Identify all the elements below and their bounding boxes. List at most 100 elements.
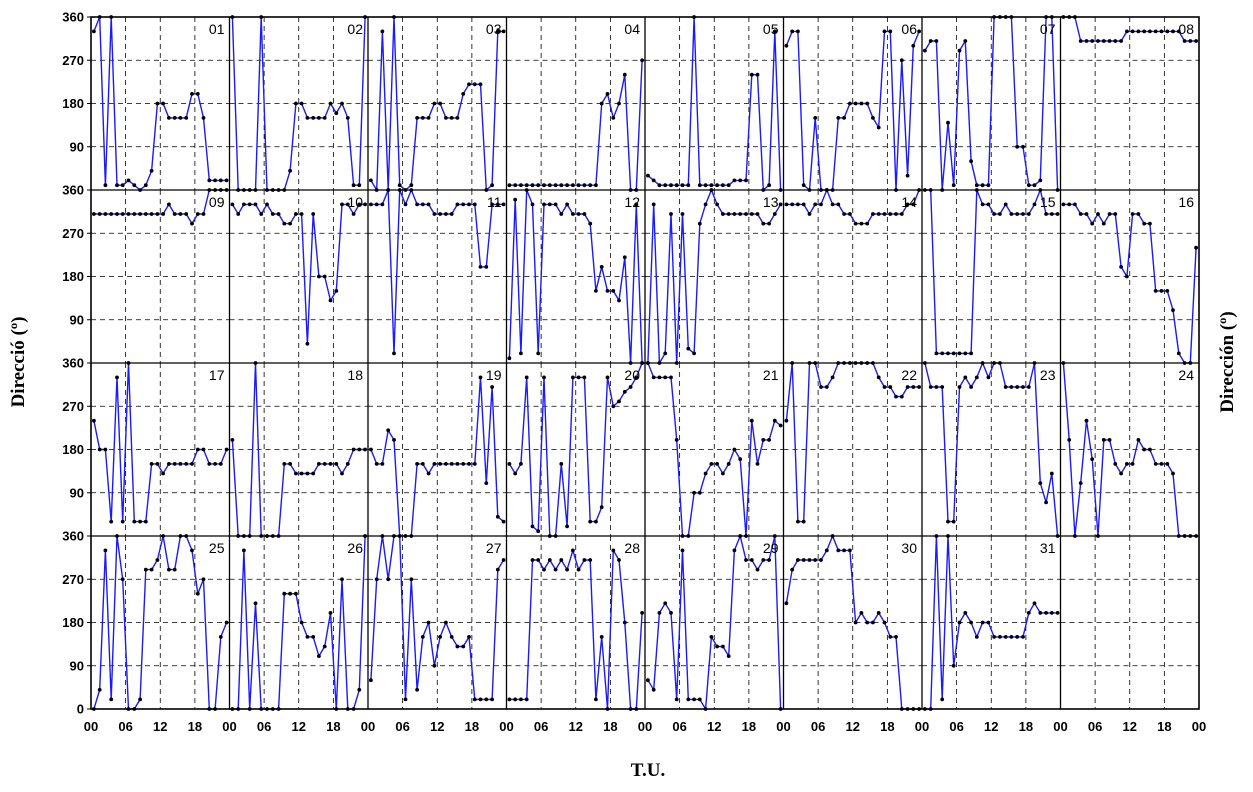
data-point	[547, 183, 552, 188]
data-point	[963, 611, 968, 615]
data-point	[980, 620, 985, 625]
data-point	[686, 697, 691, 702]
data-point	[478, 265, 483, 269]
series-line-day-25	[93, 535, 228, 710]
data-point	[888, 635, 893, 639]
data-point	[490, 385, 494, 389]
data-point	[761, 558, 766, 562]
data-point	[790, 567, 795, 572]
data-point	[276, 212, 281, 216]
data-point	[1130, 212, 1135, 216]
data-point	[819, 558, 823, 562]
data-point	[680, 212, 685, 216]
y-tick-label: 90	[70, 658, 84, 673]
data-point	[772, 212, 777, 216]
data-point	[974, 183, 979, 188]
data-point	[796, 29, 800, 34]
data-point	[657, 611, 662, 615]
data-point	[426, 620, 431, 625]
x-tick-label: 06	[257, 719, 271, 734]
data-point	[1009, 212, 1014, 216]
data-point	[536, 351, 541, 356]
series-line-day-24	[1062, 362, 1197, 537]
data-point	[559, 462, 564, 466]
data-point	[172, 567, 177, 572]
data-point	[651, 202, 656, 207]
data-point	[1015, 212, 1020, 216]
data-point	[1055, 212, 1060, 216]
data-point	[444, 116, 448, 120]
data-point	[161, 471, 166, 476]
data-point	[513, 183, 518, 188]
data-point	[195, 447, 200, 452]
data-point	[784, 43, 789, 48]
data-point	[432, 101, 437, 106]
data-point	[594, 519, 598, 524]
y-tick-label: 90	[70, 139, 84, 154]
data-point	[692, 697, 696, 702]
x-tick-label: 00	[1053, 719, 1067, 734]
data-point	[374, 202, 379, 207]
data-point	[190, 92, 194, 96]
data-point	[1003, 635, 1008, 639]
data-point	[565, 183, 569, 188]
day-label: 13	[763, 194, 779, 210]
x-tick-label: 06	[118, 719, 132, 734]
data-point	[686, 346, 691, 351]
data-point	[472, 697, 477, 702]
data-point	[449, 116, 454, 120]
data-point	[1044, 212, 1048, 216]
data-point	[444, 462, 448, 466]
x-tick-label: 18	[742, 719, 756, 734]
data-point	[813, 202, 818, 207]
data-point	[755, 72, 760, 77]
data-point	[415, 462, 419, 466]
data-point	[478, 82, 483, 87]
data-point	[969, 159, 973, 164]
data-point	[674, 438, 679, 442]
data-point	[328, 101, 333, 106]
data-point	[588, 558, 593, 562]
data-point	[455, 462, 460, 466]
data-point	[842, 116, 846, 120]
data-point	[571, 212, 575, 216]
y-axis-label-left: Direcció (º)	[8, 317, 29, 408]
data-point	[767, 558, 771, 562]
data-point	[1107, 438, 1112, 442]
x-tick-label: 00	[361, 719, 375, 734]
data-point	[536, 529, 541, 534]
data-point	[576, 183, 581, 188]
data-point	[155, 101, 160, 106]
data-point	[732, 548, 737, 553]
data-point	[507, 462, 512, 466]
data-point	[1107, 39, 1112, 43]
data-point	[853, 221, 858, 226]
data-point	[380, 202, 385, 207]
data-point	[415, 116, 419, 120]
y-tick-label: 360	[62, 356, 84, 371]
day-label: 30	[901, 540, 917, 556]
data-point	[109, 697, 114, 702]
data-point	[253, 202, 258, 207]
data-point	[455, 202, 460, 207]
data-point	[519, 351, 523, 356]
data-point	[403, 202, 408, 207]
day-label: 23	[1040, 367, 1056, 383]
data-point	[951, 519, 956, 524]
data-point	[565, 524, 569, 529]
data-point	[957, 351, 962, 356]
x-tick-label: 18	[188, 719, 202, 734]
data-point	[876, 611, 881, 615]
data-point	[1078, 39, 1083, 43]
day-label: 28	[624, 540, 640, 556]
data-point	[611, 548, 616, 553]
x-tick-label: 12	[153, 719, 167, 734]
data-point	[876, 375, 881, 380]
data-point	[1113, 39, 1118, 43]
data-point	[755, 212, 760, 216]
data-point	[640, 611, 644, 615]
data-point	[1171, 471, 1175, 476]
data-point	[559, 212, 564, 216]
data-point	[524, 697, 529, 702]
x-tick-label: 06	[1088, 719, 1102, 734]
